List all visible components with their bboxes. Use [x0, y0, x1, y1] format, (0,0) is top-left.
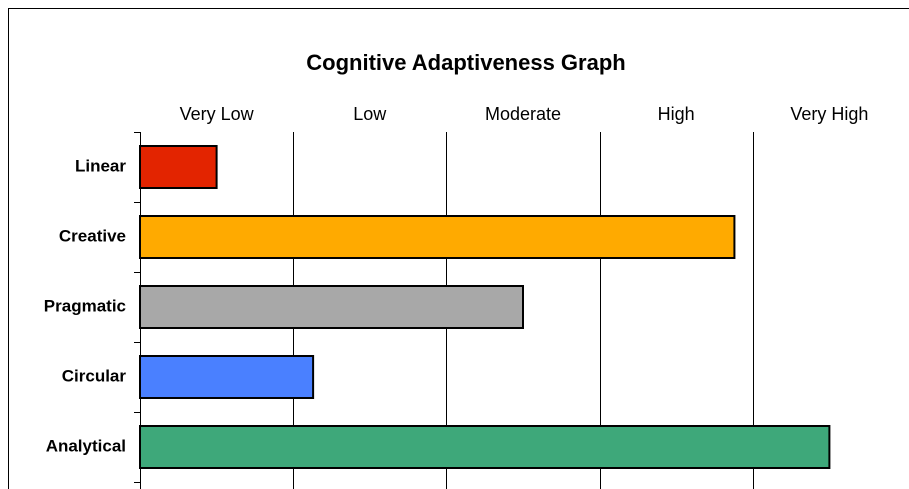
y-tick-label: Circular — [62, 366, 127, 385]
bar — [139, 355, 315, 399]
x-tick-label: Very Low — [180, 104, 255, 124]
chart-title: Cognitive Adaptiveness Graph — [306, 50, 625, 75]
y-tick-label: Pragmatic — [44, 296, 126, 315]
y-tick-label: Analytical — [46, 436, 126, 455]
bar — [139, 285, 524, 329]
y-tick-label: Linear — [75, 156, 126, 175]
bar — [139, 145, 218, 189]
x-tick-label: Very High — [790, 104, 868, 124]
x-tick-label: Low — [353, 104, 387, 124]
x-tick-label: Moderate — [485, 104, 561, 124]
y-tick-label: Creative — [59, 226, 126, 245]
bar — [139, 215, 736, 259]
x-tick-label: High — [658, 104, 695, 124]
bar — [139, 425, 831, 469]
